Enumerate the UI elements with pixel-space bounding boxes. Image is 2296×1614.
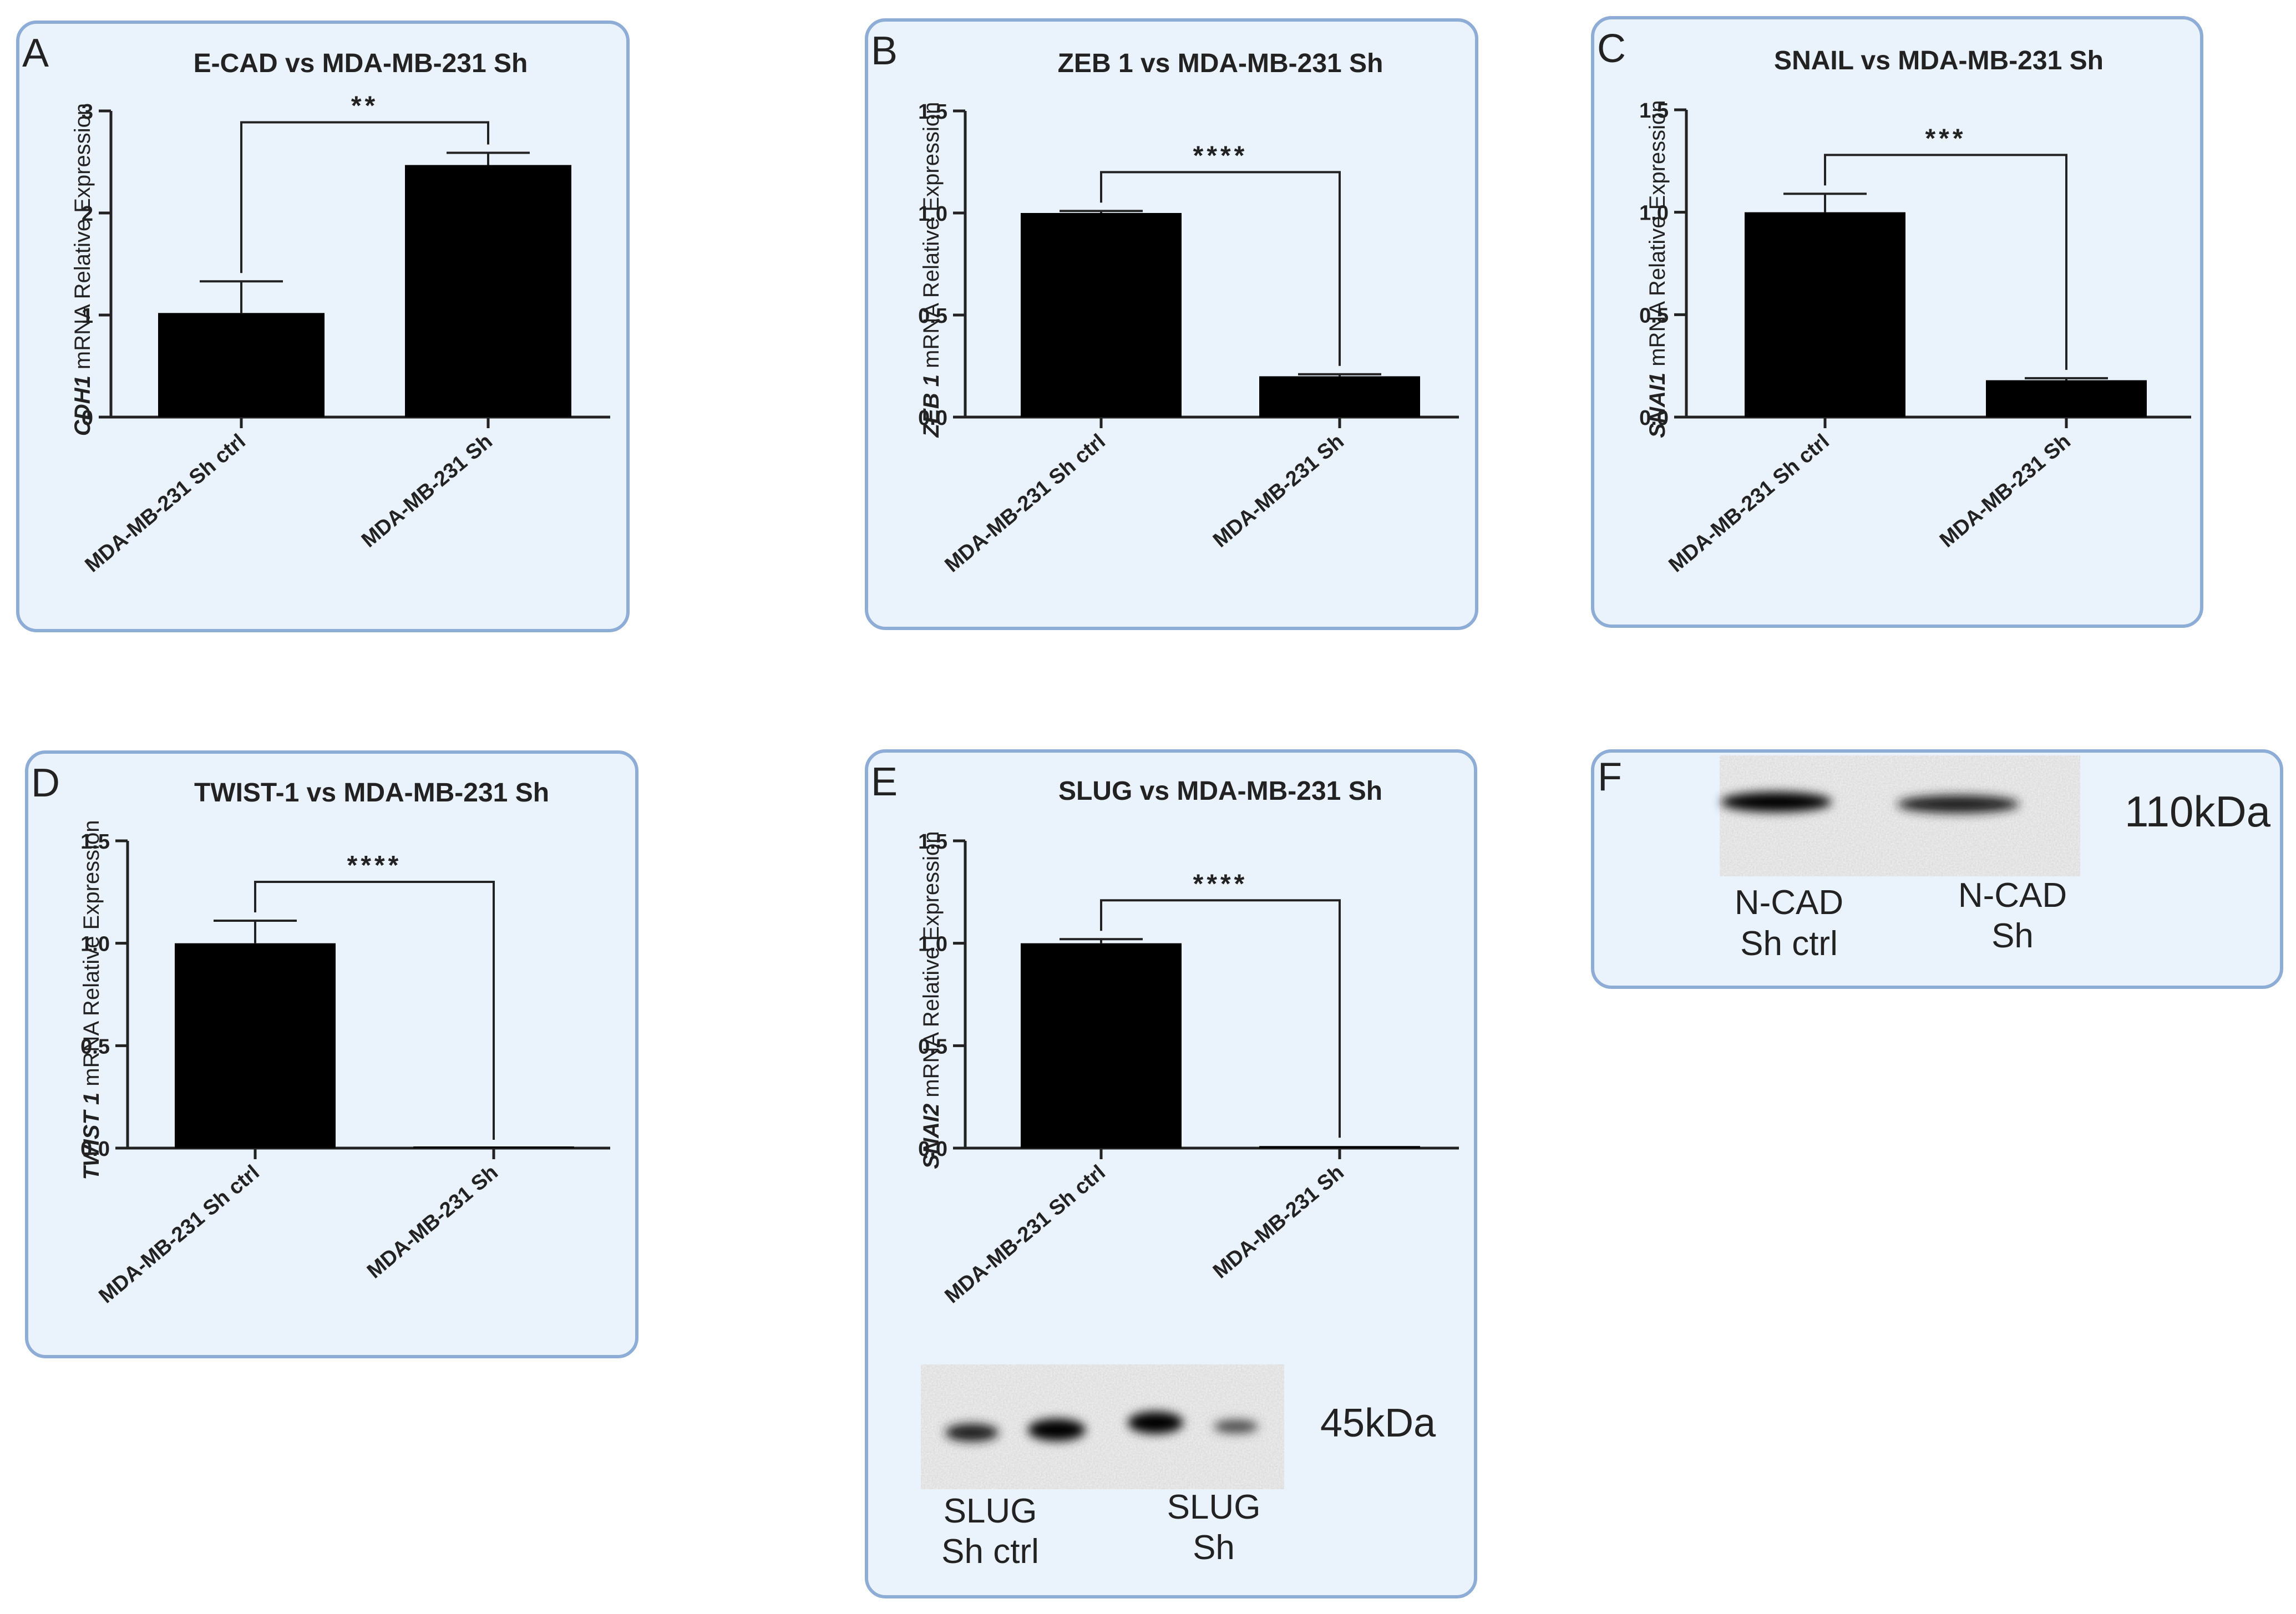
y-tick-label-e-2: 1.0 [918, 933, 947, 956]
y-axis-text-c: mRNA Relative Expression [1645, 100, 1670, 372]
chart-title-b: ZEB 1 vs MDA-MB-231 Sh [1058, 49, 1383, 78]
significance-label-e: **** [1193, 869, 1248, 899]
y-tick-label-a-2: 2 [82, 202, 93, 226]
y-axis-gene-d: TWIST 1 [79, 1093, 104, 1180]
blot-f-noise [1720, 755, 2080, 876]
bar-d-0 [175, 943, 336, 1148]
y-axis-text-a: mRNA Relative Expression [70, 103, 95, 375]
y-tick-label-e-0: 0.0 [918, 1138, 947, 1161]
significance-bracket-a [240, 121, 489, 273]
bar-c-0 [1745, 212, 1905, 417]
bar-b-1 [1259, 376, 1420, 417]
y-tick-label-c-3: 1.5 [1639, 99, 1669, 123]
y-axis-label-c: SNAI1 mRNA Relative Expression [1645, 100, 1670, 438]
blot-e-band-4 [1214, 1420, 1258, 1433]
y-axis-label-a: CDH1 mRNA Relative Expression [70, 103, 95, 436]
bar-e-0 [1021, 943, 1182, 1148]
blot-e-band-1 [945, 1424, 999, 1442]
y-axis-text-d: mRNA Relative Expression [79, 820, 104, 1092]
y-tick-label-b-0: 0.0 [918, 407, 947, 430]
y-axis-gene-c: SNAI1 [1645, 373, 1670, 438]
y-tick-label-b-2: 1.0 [918, 202, 947, 226]
y-axis-gene-e: SNAI2 [919, 1104, 944, 1169]
y-tick-label-e-3: 1.5 [918, 830, 947, 854]
panel-letter-d: D [31, 761, 60, 805]
significance-bracket-c [1824, 154, 2067, 370]
blot-e-lane2-line1: SLUG [1167, 1488, 1261, 1526]
blot-f-band-2 [1897, 795, 2019, 813]
y-tick-label-e-1: 0.5 [918, 1035, 947, 1058]
y-tick-label-d-0: 0.0 [80, 1138, 110, 1161]
significance-label-d: **** [347, 851, 402, 880]
blot-e-lane1-line2: Sh ctrl [941, 1532, 1039, 1571]
blot-f-lane2-line2: Sh [1991, 917, 2034, 955]
significance-label-a: ** [351, 91, 378, 120]
blot-f-lane1-line2: Sh ctrl [1740, 925, 1838, 963]
bar-a-1 [405, 165, 571, 417]
y-tick-label-c-0: 0.0 [1639, 407, 1669, 430]
bar-d-1 [413, 1146, 574, 1148]
y-tick-label-a-3: 3 [82, 100, 93, 124]
bar-a-0 [158, 313, 325, 417]
blot-e: 45kDa SLUG Sh ctrl SLUG Sh [921, 1364, 1436, 1571]
y-tick-label-a-0: 0 [82, 407, 93, 430]
bar-c-1 [1986, 380, 2147, 417]
panel-letter-b: B [871, 29, 898, 73]
blot-e-band-2 [1028, 1419, 1086, 1441]
y-tick-label-d-3: 1.5 [80, 830, 110, 854]
chart-title-d: TWIST-1 vs MDA-MB-231 Sh [194, 778, 549, 808]
blot-f-kda: 110kDa [2125, 787, 2271, 836]
y-tick-label-a-1: 1 [82, 304, 93, 328]
chart-title-a: E-CAD vs MDA-MB-231 Sh [194, 49, 528, 78]
panel-letter-a: A [22, 31, 49, 75]
blot-f-lane1-line1: N-CAD [1735, 884, 1843, 922]
blot-e-kda: 45kDa [1320, 1401, 1436, 1445]
blot-f-band-1 [1721, 792, 1832, 812]
panel-letter-f: F [1598, 755, 1622, 799]
y-tick-label-c-2: 1.0 [1639, 202, 1669, 225]
chart-title-c: SNAIL vs MDA-MB-231 Sh [1774, 46, 2104, 75]
blot-e-lane1-line1: SLUG [944, 1492, 1037, 1530]
significance-bracket-b [1100, 171, 1341, 366]
y-axis-label-b: ZEB 1 mRNA Relative Expression [919, 102, 944, 438]
y-axis-gene-b: ZEB 1 [919, 374, 944, 438]
panel-letter-e: E [871, 760, 898, 804]
bar-b-0 [1021, 213, 1182, 417]
y-tick-label-b-1: 0.5 [918, 304, 947, 328]
y-axis-text-b: mRNA Relative Expression [919, 102, 944, 374]
y-axis-label-e: SNAI2 mRNA Relative Expression [919, 831, 944, 1169]
y-tick-label-d-1: 0.5 [80, 1035, 110, 1058]
chart-title-e: SLUG vs MDA-MB-231 Sh [1058, 776, 1382, 806]
y-tick-label-d-2: 1.0 [80, 933, 110, 956]
bar-e-1 [1259, 1146, 1420, 1148]
y-axis-label-d: TWIST 1 mRNA Relative Expression [79, 820, 104, 1180]
blot-e-lane2-line2: Sh [1193, 1529, 1235, 1567]
y-tick-label-b-3: 1.5 [918, 100, 947, 124]
blot-f-lane2-line1: N-CAD [1958, 876, 2067, 915]
blot-f: F 110kDa N-CAD Sh ctrl N-CAD Sh [1598, 755, 2271, 963]
significance-label-c: *** [1925, 124, 1966, 153]
panel-letter-c: C [1597, 27, 1626, 71]
y-axis-text-e: mRNA Relative Expression [919, 831, 944, 1103]
significance-label-b: **** [1193, 141, 1248, 170]
significance-bracket-e [1100, 899, 1341, 1138]
blot-e-band-3 [1128, 1412, 1183, 1434]
significance-bracket-d [254, 881, 495, 1140]
y-tick-label-c-1: 0.5 [1639, 304, 1669, 327]
y-axis-gene-a: CDH1 [70, 375, 95, 436]
